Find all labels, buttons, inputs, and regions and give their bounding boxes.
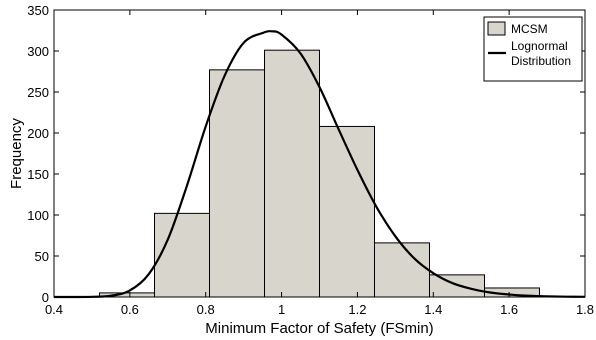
y-tick-label: 100 bbox=[27, 208, 49, 223]
x-tick-label: 1.4 bbox=[424, 302, 442, 317]
legend-label-line-0: Lognormal bbox=[511, 39, 568, 53]
y-tick-label: 200 bbox=[27, 126, 49, 141]
x-tick-label: 0.4 bbox=[45, 302, 63, 317]
legend-label-line-1: Distribution bbox=[511, 54, 571, 68]
histogram-bar-1 bbox=[154, 212, 211, 298]
legend-label-lognormal: Lognormal Distribution bbox=[511, 39, 571, 68]
histogram-bar-3 bbox=[264, 49, 320, 298]
legend: MCSM Lognormal Distribution bbox=[483, 16, 583, 82]
x-axis-label: Minimum Factor of Safety (FSmin) bbox=[205, 320, 433, 337]
x-tick-label: 0.6 bbox=[121, 302, 139, 317]
legend-swatch-mcsm bbox=[487, 21, 506, 36]
y-tick-label: 150 bbox=[27, 167, 49, 182]
lognormal-curve bbox=[53, 30, 586, 299]
y-tick-label: 50 bbox=[35, 249, 49, 264]
histogram-bar-5 bbox=[373, 242, 430, 298]
histogram-bars bbox=[99, 49, 540, 298]
histogram-bar-4 bbox=[319, 125, 375, 298]
x-tick-label: 1.2 bbox=[348, 302, 366, 317]
histogram-bar-2 bbox=[209, 69, 266, 298]
y-axis-label: Frequency bbox=[8, 118, 25, 189]
legend-label-mcsm: MCSM bbox=[511, 22, 548, 36]
y-tick-label: 250 bbox=[27, 85, 49, 100]
x-axis-ticks: 0.4 0.6 0.8 1 1.2 1.4 1.6 1.8 bbox=[45, 10, 594, 317]
plot-frame bbox=[53, 9, 586, 298]
y-tick-label: 350 bbox=[27, 3, 49, 18]
y-tick-label: 0 bbox=[42, 290, 49, 305]
x-tick-label: 1.8 bbox=[576, 302, 594, 317]
x-tick-label: 1 bbox=[278, 302, 285, 317]
y-tick-label: 300 bbox=[27, 44, 49, 59]
x-tick-label: 0.8 bbox=[197, 302, 215, 317]
y-axis-ticks: 0 50 100 150 200 250 300 350 bbox=[27, 3, 585, 305]
x-tick-label: 1.6 bbox=[500, 302, 518, 317]
